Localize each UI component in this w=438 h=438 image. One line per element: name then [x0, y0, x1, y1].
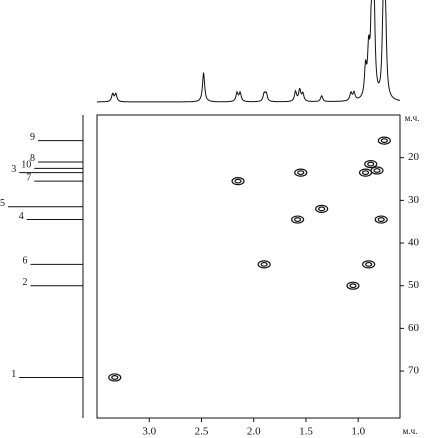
x-tick-label: 1.0 — [351, 426, 365, 438]
x-tick-label: 2.0 — [247, 426, 261, 438]
cross-peak — [346, 281, 360, 290]
x-axis-label: м.ч. — [403, 426, 418, 436]
cross-peak-inner — [377, 217, 385, 222]
y-tick-label: 50 — [408, 279, 420, 291]
cross-peak-inner — [297, 170, 305, 176]
carbon-label: 7 — [26, 172, 31, 183]
carbon-label: 3 — [11, 164, 16, 175]
cross-peak-inner — [349, 283, 357, 289]
y-tick-label: 60 — [408, 322, 420, 334]
y-tick-label: 70 — [408, 365, 420, 377]
carbon-label: 5 — [0, 198, 5, 209]
cross-peak — [358, 168, 373, 177]
cross-peak — [370, 166, 384, 175]
carbon-label: 4 — [19, 211, 24, 222]
x-tick-label: 1.5 — [299, 426, 313, 438]
cross-peak-inner — [373, 168, 381, 173]
cross-peak — [377, 136, 391, 145]
cross-peak-inner — [361, 170, 370, 176]
cross-peak — [294, 168, 308, 177]
cross-peak — [315, 204, 329, 213]
cross-peak-inner — [294, 217, 302, 222]
carbon-label: 8 — [30, 153, 35, 164]
carbon-label: 6 — [23, 256, 28, 267]
proton-spectrum — [97, 0, 401, 103]
cross-peak — [374, 215, 388, 224]
cross-peak-inner — [234, 178, 242, 184]
carbon-label: 1 — [11, 369, 16, 380]
cross-peak-inner — [111, 375, 119, 380]
cross-peak — [291, 215, 305, 224]
carbon-label: 2 — [23, 277, 28, 288]
cross-peak-inner — [318, 206, 326, 212]
cross-peak-inner — [260, 261, 268, 267]
cross-peak-inner — [380, 138, 388, 144]
cross-peak — [231, 177, 245, 186]
cross-peak — [364, 159, 378, 169]
x-tick-label: 3.0 — [142, 426, 156, 438]
cross-peak — [108, 373, 122, 382]
y-axis-label: м.ч. — [405, 113, 420, 123]
y-tick-label: 20 — [408, 151, 420, 163]
y-tick-label: 40 — [408, 237, 420, 249]
plot-frame — [96, 114, 401, 419]
cross-peak — [257, 260, 271, 269]
cross-peak — [362, 260, 376, 269]
cross-peak-inner — [365, 261, 373, 267]
carbon-label: 10 — [21, 160, 31, 171]
carbon-label: 9 — [30, 132, 35, 143]
cross-peak-inner — [367, 161, 375, 167]
y-tick-label: 30 — [408, 194, 420, 206]
x-tick-label: 2.5 — [195, 426, 209, 438]
